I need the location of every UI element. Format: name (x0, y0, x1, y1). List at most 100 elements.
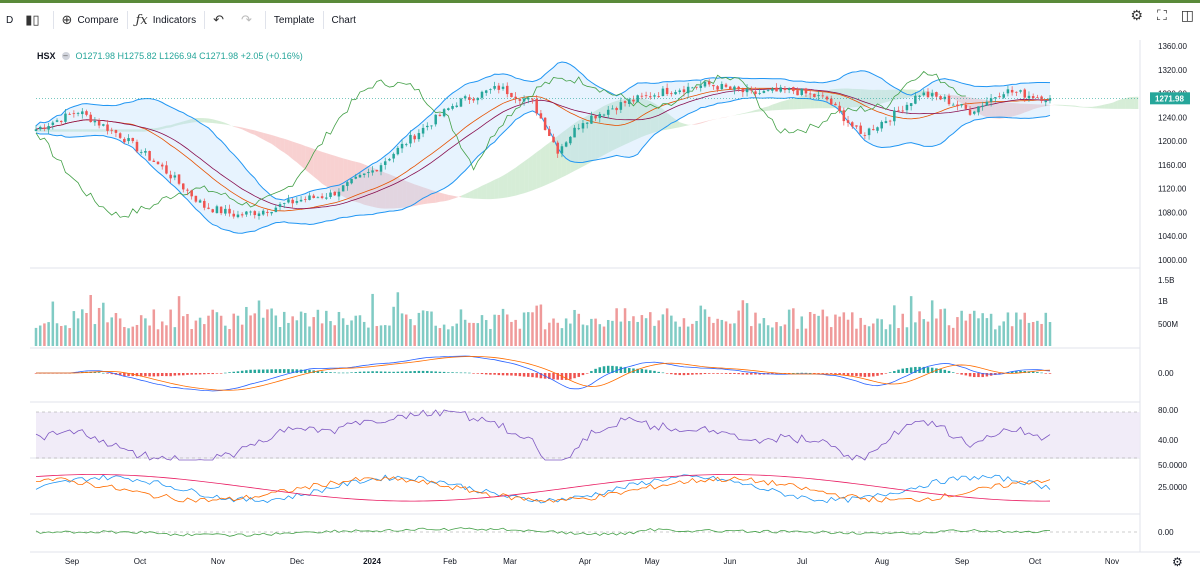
volume-bar (914, 322, 917, 346)
macd-histogram-bar (493, 373, 496, 375)
candle-body (434, 114, 437, 125)
volume-bar (905, 327, 909, 346)
camera-icon[interactable]: ◫ (1180, 7, 1194, 23)
candle-body (38, 126, 42, 130)
macd-histogram-bar (661, 372, 665, 374)
ichimoku-cloud (1037, 104, 1042, 109)
candle-body (1006, 89, 1010, 94)
volume-bar (754, 312, 757, 346)
fullscreen-icon[interactable]: ⛶ (1156, 7, 1167, 23)
candle-body (800, 88, 804, 95)
candle-body (442, 109, 446, 117)
candle-body (367, 172, 370, 174)
macd-histogram-bar (573, 373, 576, 379)
ichimoku-cloud (174, 122, 180, 127)
candle-body (329, 192, 332, 198)
volume-bar (228, 329, 231, 346)
ichimoku-cloud (545, 142, 550, 186)
candle-body (413, 135, 416, 140)
volume-bar (884, 329, 888, 346)
redo-button[interactable]: ↷ (235, 7, 263, 33)
candle-body (947, 95, 951, 105)
undo-icon: ↶ (213, 12, 225, 27)
volume-bar (867, 326, 871, 346)
volume-bar (560, 328, 564, 346)
candle-body (72, 113, 76, 115)
macd-histogram-bar (173, 373, 177, 376)
volume-bar (476, 323, 480, 346)
macd-histogram-bar (657, 371, 660, 373)
ichimoku-cloud (528, 155, 533, 192)
volume-bar (253, 313, 257, 346)
candle-body (505, 85, 509, 95)
candle-body (160, 164, 164, 167)
macd-histogram-bar (346, 372, 349, 374)
ichimoku-cloud (216, 120, 222, 124)
macd-histogram-bar (426, 370, 429, 373)
template-button[interactable]: Template (273, 14, 315, 26)
ichimoku-cloud (747, 111, 752, 114)
macd-histogram-bar (699, 373, 703, 375)
volume-bar (1036, 320, 1039, 346)
volume-bar (842, 312, 846, 346)
candle-body (396, 147, 400, 155)
volume-bar (139, 315, 143, 346)
ichimoku-cloud (86, 129, 91, 132)
volume-bar (346, 324, 349, 346)
macd-histogram-bar (266, 369, 269, 373)
ichimoku-cloud (1045, 104, 1050, 107)
legend-toggle-icon[interactable]: – (61, 51, 70, 60)
candle-body (106, 124, 109, 131)
volume-bar (947, 325, 951, 346)
ichimoku-cloud (460, 194, 466, 198)
macd-histogram-bar (581, 373, 585, 376)
candle-body (215, 206, 219, 214)
volume-bar (173, 327, 177, 346)
ichimoku-cloud (1083, 106, 1088, 108)
macd-histogram-bar (981, 373, 984, 378)
chart-canvas[interactable]: 1360.001320.001280.001240.001200.001160.… (0, 40, 1200, 582)
candle-body (211, 209, 214, 213)
candle-body (560, 146, 564, 154)
candle-body (674, 92, 677, 95)
ichimoku-cloud (280, 137, 285, 153)
compare-button[interactable]: ⊕ Compare (56, 7, 125, 33)
macd-histogram-bar (855, 373, 858, 377)
ichimoku-cloud (78, 129, 83, 132)
ichimoku-cloud (1007, 102, 1013, 118)
undo-button[interactable]: ↶ (207, 7, 235, 33)
volume-bar (615, 308, 618, 346)
macd-histogram-bar (409, 371, 412, 373)
ichimoku-cloud (494, 177, 499, 199)
settings-icon[interactable]: ⚙ (1130, 7, 1143, 23)
volume-bar (627, 321, 631, 346)
ichimoku-cloud (242, 127, 247, 132)
volume-bar (951, 327, 955, 346)
macd-histogram-bar (203, 373, 206, 375)
candle-body (796, 90, 799, 96)
candle-body (476, 97, 480, 101)
ichimoku-cloud (709, 119, 714, 121)
indicators-button[interactable]: ƒx Indicators (130, 7, 203, 33)
macd-histogram-bar (922, 366, 926, 373)
macd-histogram-bar (564, 373, 568, 380)
candle-type-button[interactable]: ▮▯ (19, 7, 50, 33)
candle-body (114, 130, 118, 133)
ichimoku-cloud (587, 113, 592, 165)
chart-toolbar: D ▮▯ ⊕ Compare ƒx Indicators ↶ ↷ Template … (0, 3, 1200, 37)
macd-histogram-bar (165, 373, 168, 377)
candle-body (249, 211, 252, 213)
interval-button[interactable]: D (6, 14, 14, 26)
volume-bar (59, 325, 63, 346)
ichimoku-cloud (730, 115, 735, 117)
macd-histogram-bar (644, 369, 648, 373)
candle-body (451, 105, 454, 109)
chart-button[interactable]: Chart (331, 14, 356, 26)
macd-line (36, 355, 1051, 392)
ichimoku-cloud (183, 120, 188, 125)
macd-histogram-bar (627, 368, 631, 373)
volume-bar (240, 324, 244, 346)
volume-bar (573, 309, 576, 346)
macd-histogram-bar (792, 372, 795, 374)
macd-histogram-bar (623, 367, 627, 373)
